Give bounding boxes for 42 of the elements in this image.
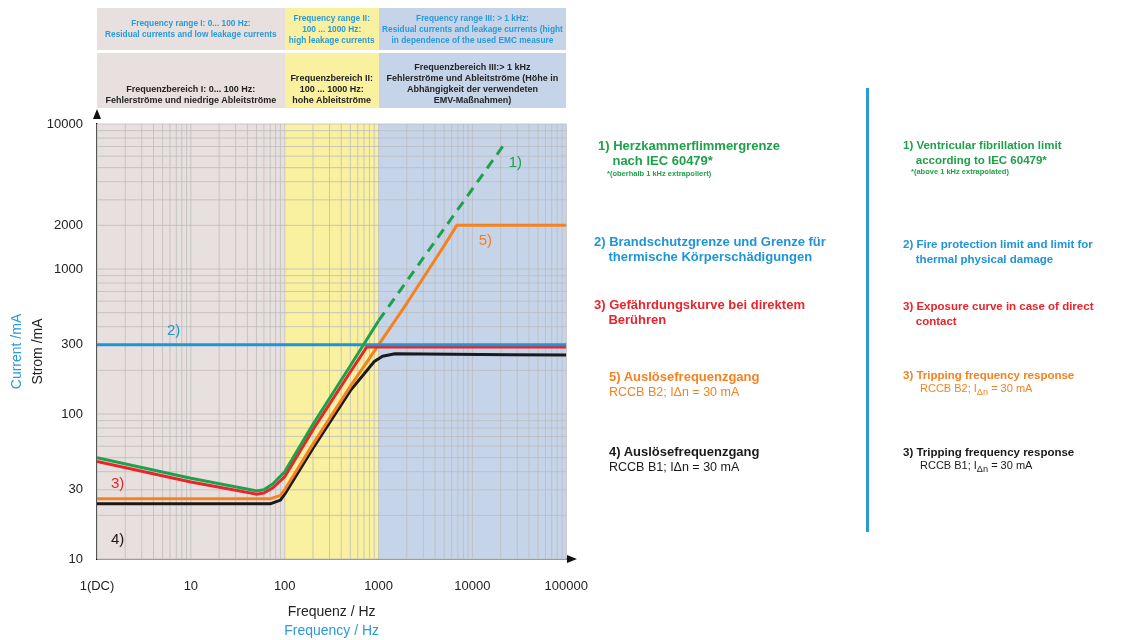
text: Frequency range I: 0... 100 Hz: Residual currents and low leakage currents bbox=[97, 8, 285, 53]
y-tick-label: 2000 bbox=[54, 216, 83, 232]
y-tick-label: 100 bbox=[61, 405, 83, 421]
y-tick-label: 10000 bbox=[46, 115, 83, 131]
y-axis-title: Strom /mA bbox=[28, 317, 45, 385]
text: RCCB B1; IΔn = 30 mA bbox=[609, 460, 740, 475]
text: RCCB B1; I$_{Δn}$ = 30 mA bbox=[920, 458, 1033, 477]
text: 5) Auslösefrequenzgang bbox=[609, 369, 760, 384]
text: 3) Tripping frequency response bbox=[903, 445, 1075, 460]
y-tick-label: 300 bbox=[61, 336, 83, 352]
x-tick-label: 100 bbox=[273, 578, 296, 594]
band-label: Frequenzbereich III:> 1 kHz Fehlerströme und Ableitströme (Höhe in Abhängigkeit der verwendeten EMV-Maßnahmen) bbox=[385, 61, 560, 107]
band-label: Frequenzbereich I: 0... 100 Hz: Fehlerströme und niedrige Ableitströme bbox=[104, 83, 278, 107]
x-tick-label: 10000 bbox=[454, 578, 491, 594]
text: 2) Fire protection limit and limit for thermal physical damage bbox=[903, 237, 1093, 267]
text: Frequency / Hz bbox=[284, 621, 380, 638]
series-label: 2) bbox=[167, 320, 181, 338]
series-label: 3) bbox=[111, 473, 125, 491]
y-tick-label: 1000 bbox=[54, 260, 83, 276]
text: Current /mA bbox=[7, 313, 24, 390]
band-label: Frequenzbereich II: 100 ... 1000 Hz: hohe Ableitströme bbox=[289, 72, 374, 107]
series-label: 4) bbox=[111, 530, 125, 548]
x-tick-label: 1(DC) bbox=[79, 578, 115, 594]
text: 2) Brandschutzgrenze und Grenze für thermische Körperschädigungen bbox=[594, 234, 826, 264]
text: 4) Auslösefrequenzgang bbox=[609, 444, 760, 459]
text: Frequency range III: > 1 kHz: Residual currents and leakage currents (hight in dependence of the used EMC measure bbox=[378, 8, 567, 53]
text: 3) Exposure curve in case of direct contact bbox=[903, 299, 1094, 329]
series-label: 1) bbox=[508, 152, 523, 170]
x-tick-label: 1000 bbox=[364, 578, 394, 594]
text: 1) Ventricular fibrillation limit according to IEC 60479* bbox=[903, 138, 1062, 168]
text: Frequency range II: 100 ... 1000 Hz: high leakage currents bbox=[284, 8, 379, 53]
text: 1) Herzkammerflimmergrenze nach IEC 60479* bbox=[598, 138, 781, 168]
x-tick-label: 10 bbox=[183, 578, 199, 594]
x-tick-label: 100000 bbox=[544, 578, 589, 594]
series-label: 5) bbox=[478, 231, 493, 249]
text: RCCB B2; I$_{Δn}$ = 30 mA bbox=[920, 381, 1033, 400]
text: 3) Gefährdungskurve bei direktem Berühren bbox=[594, 297, 805, 327]
x-axis-title: Frequenz / Hz bbox=[287, 602, 376, 619]
y-tick-label: 30 bbox=[68, 481, 83, 497]
y-tick-label: 10 bbox=[68, 550, 83, 566]
text: 3) Tripping frequency response bbox=[903, 368, 1075, 383]
text: RCCB B2; IΔn = 30 mA bbox=[609, 385, 740, 400]
